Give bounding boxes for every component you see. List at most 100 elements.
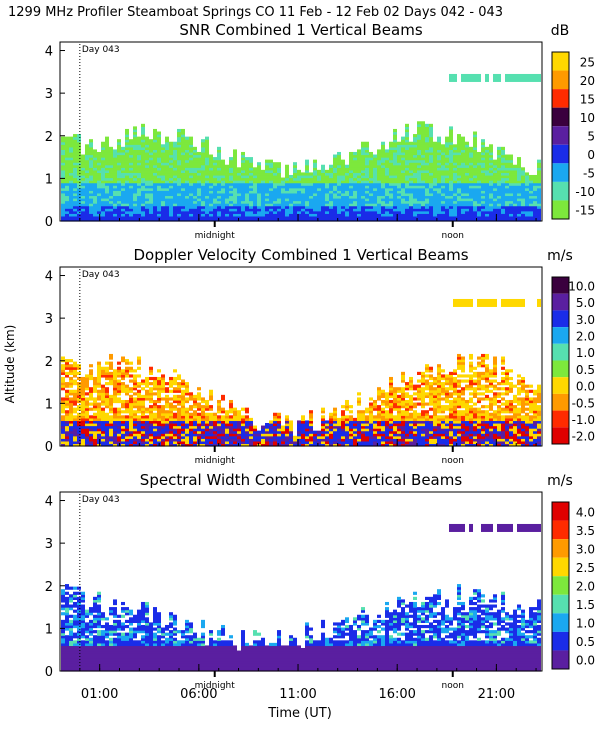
heatmap-cell bbox=[213, 190, 217, 194]
heatmap-cell bbox=[277, 169, 281, 174]
heatmap-cell bbox=[73, 364, 77, 368]
heatmap-cell bbox=[345, 433, 349, 437]
heatmap-cell bbox=[429, 205, 433, 209]
heatmap-cell bbox=[85, 157, 89, 161]
heatmap-cell bbox=[173, 146, 177, 150]
heatmap-cell bbox=[377, 425, 381, 429]
heatmap-cell bbox=[141, 387, 145, 391]
heatmap-cell bbox=[137, 180, 141, 184]
heatmap-cell bbox=[401, 218, 405, 222]
heatmap-cell bbox=[209, 210, 213, 214]
heatmap-cell bbox=[297, 210, 301, 214]
heatmap-cell bbox=[293, 197, 297, 202]
heatmap-cell bbox=[409, 210, 413, 214]
heatmap-cell bbox=[445, 169, 449, 174]
heatmap-cell bbox=[85, 443, 89, 447]
heatmap-cell bbox=[409, 200, 413, 204]
heatmap-cell bbox=[137, 213, 141, 217]
heatmap-cell bbox=[117, 141, 121, 145]
heatmap-cell bbox=[229, 180, 233, 184]
heatmap-cell bbox=[321, 177, 325, 181]
heatmap-cell bbox=[109, 159, 113, 163]
heatmap-cell bbox=[481, 177, 485, 181]
heatmap-cell bbox=[305, 425, 309, 429]
heatmap-cell bbox=[193, 443, 197, 447]
heatmap-cell bbox=[321, 410, 325, 414]
heatmap-cell bbox=[485, 205, 489, 209]
heatmap-cell bbox=[489, 164, 493, 168]
heatmap-cell bbox=[173, 430, 177, 434]
heatmap-cell bbox=[81, 415, 85, 419]
heatmap-cell bbox=[161, 435, 165, 439]
heatmap-cell bbox=[481, 159, 485, 163]
heatmap-cell bbox=[241, 185, 245, 189]
heatmap-cell bbox=[385, 203, 389, 207]
heatmap-cell bbox=[449, 141, 453, 145]
heatmap-cell bbox=[273, 440, 277, 445]
heatmap-cell bbox=[145, 185, 149, 189]
heatmap-cell bbox=[221, 182, 225, 186]
heatmap-cell bbox=[373, 435, 377, 439]
heatmap-cell bbox=[177, 190, 181, 194]
heatmap-cell bbox=[65, 433, 69, 437]
heatmap-cell bbox=[401, 200, 405, 204]
heatmap-cell bbox=[277, 174, 281, 179]
heatmap-cell bbox=[285, 192, 289, 197]
heatmap-cell bbox=[81, 159, 85, 163]
heatmap-cell bbox=[241, 407, 245, 411]
heatmap-cell bbox=[249, 433, 253, 437]
heatmap-cell bbox=[89, 164, 93, 168]
heatmap-cell bbox=[481, 192, 485, 197]
heatmap-cell bbox=[521, 167, 525, 171]
heatmap-cell bbox=[293, 435, 297, 439]
heatmap-cell bbox=[353, 430, 357, 434]
heatmap-cell bbox=[485, 197, 489, 202]
heatmap-cell bbox=[165, 399, 169, 404]
heatmap-cell bbox=[73, 433, 77, 437]
heatmap-cell bbox=[381, 210, 385, 214]
heatmap-cell bbox=[133, 440, 137, 445]
heatmap-cell bbox=[173, 389, 177, 393]
heatmap-cell bbox=[365, 159, 369, 163]
heatmap-cell bbox=[357, 417, 361, 422]
heatmap-cell bbox=[169, 435, 173, 439]
heatmap-cell bbox=[181, 415, 185, 419]
heatmap-cell bbox=[333, 417, 337, 422]
heatmap-cell bbox=[85, 428, 89, 432]
heatmap-cell bbox=[197, 208, 201, 212]
heatmap-cell bbox=[113, 208, 117, 212]
heatmap-cell bbox=[461, 146, 465, 150]
heatmap-cell bbox=[353, 167, 357, 171]
heatmap-cell bbox=[465, 144, 469, 148]
heatmap-cell bbox=[109, 440, 113, 445]
heatmap-cell bbox=[269, 172, 273, 176]
heatmap-cell bbox=[381, 146, 385, 150]
heatmap-cell bbox=[109, 405, 113, 409]
heatmap-cell bbox=[233, 157, 237, 161]
heatmap-cell bbox=[281, 185, 285, 189]
heatmap-cell bbox=[129, 197, 133, 202]
heatmap-cell bbox=[369, 190, 373, 194]
heatmap-cell bbox=[217, 438, 221, 442]
heatmap-cell bbox=[413, 187, 417, 191]
heatmap-cell bbox=[465, 172, 469, 176]
heatmap-cell bbox=[277, 433, 281, 437]
heatmap-cell bbox=[349, 218, 353, 222]
heatmap-cell bbox=[157, 410, 161, 414]
heatmap-cell bbox=[69, 218, 73, 222]
heatmap-cell bbox=[113, 203, 117, 207]
heatmap-cell bbox=[241, 190, 245, 194]
heatmap-cell bbox=[97, 397, 101, 401]
heatmap-cell bbox=[105, 200, 109, 204]
heatmap-cell bbox=[89, 433, 93, 437]
heatmap-cell bbox=[389, 169, 393, 174]
heatmap-cell bbox=[513, 73, 517, 82]
heatmap-cell bbox=[177, 182, 181, 186]
heatmap-cell bbox=[525, 213, 529, 217]
heatmap-cell bbox=[125, 438, 129, 442]
heatmap-cell bbox=[221, 218, 225, 222]
heatmap-cell bbox=[185, 154, 189, 158]
heatmap-cell bbox=[433, 141, 437, 145]
heatmap-cell bbox=[445, 162, 449, 166]
heatmap-cell bbox=[305, 197, 309, 202]
